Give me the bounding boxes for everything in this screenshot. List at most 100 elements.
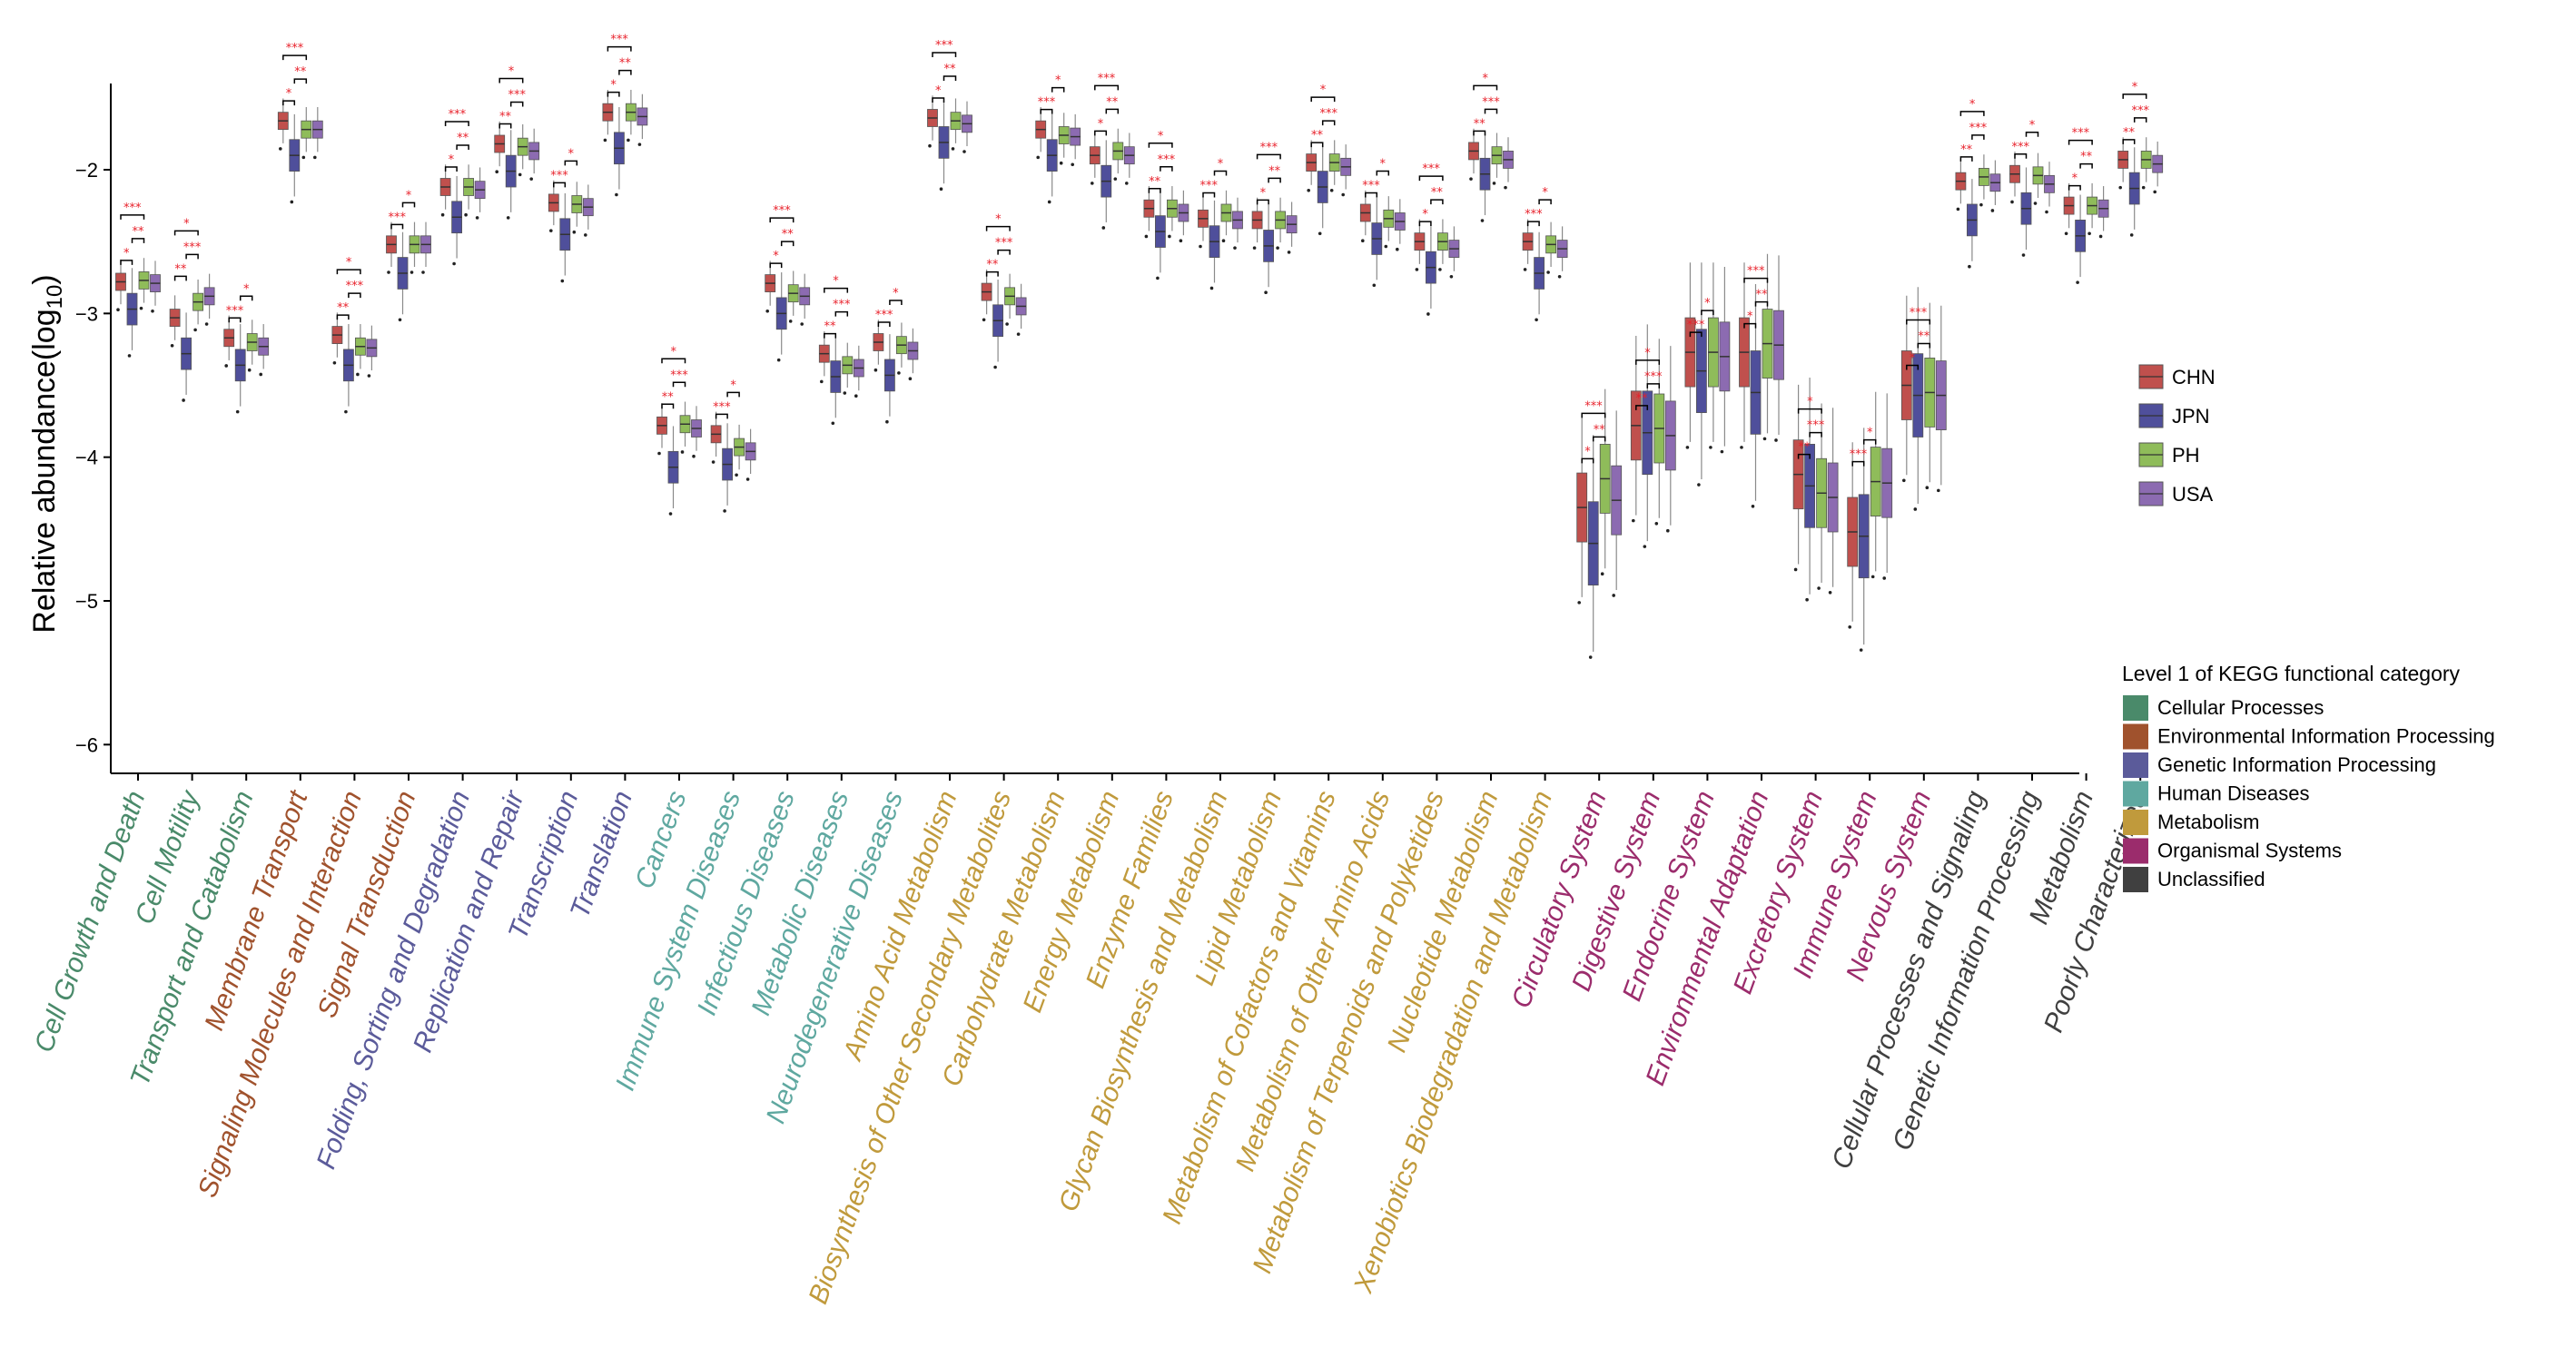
significance-stars: * [730,379,736,392]
box-CHN [277,98,289,151]
significance-bracket [336,314,350,320]
box-USA [1070,113,1081,167]
significance-stars: *** [1362,180,1380,193]
significance-bracket [834,310,849,317]
outlier-point [2033,202,2038,205]
significance-stars: * [1704,297,1711,310]
legend-level1-swatch [2123,752,2148,778]
outlier-point [1480,219,1485,222]
significance-bracket [120,260,133,265]
y-axis-label: Relative abundance(log10) [27,274,67,633]
outlier-point [1492,182,1496,185]
outlier-point [668,512,673,516]
significance-bracket [726,391,740,398]
box-CHN [1900,295,1912,483]
significance-bracket [564,160,578,166]
outlier-point [873,368,878,372]
box-USA [962,101,972,153]
outlier-point [1101,226,1106,230]
significance-stars: *** [183,241,202,254]
box-PH [1004,273,1015,326]
significance-stars: ** [944,63,957,76]
outlier-point [1233,246,1237,250]
significance-bracket [390,223,404,230]
outlier-point [1720,449,1724,454]
outlier-point [1071,162,1074,167]
outlier-point [584,233,587,237]
significance-stars: * [2132,81,2138,94]
outlier-point [259,372,263,377]
outlier-point [529,177,533,181]
box-USA [1503,137,1514,190]
significance-bracket [553,182,567,188]
box-PH [1220,190,1232,243]
box-PH [1978,154,1989,207]
outlier-point [2076,280,2079,284]
significance-stars: *** [1687,319,1705,332]
significance-bracket [1094,130,1108,136]
outlier-point [680,450,685,454]
significance-stars: * [1584,445,1591,458]
significance-bracket [1202,192,1216,198]
outlier-point [1535,318,1538,322]
significance-stars: ** [619,57,632,71]
y-tick-label: −4 [75,447,98,469]
y-axis-close: ) [27,274,62,284]
significance-bracket [943,75,957,81]
box-CHN [223,315,235,368]
legend-series-label: USA [2172,483,2214,506]
legend-level1-label: Organismal Systems [2157,840,2342,862]
significance-bracket [1310,142,1324,148]
outlier-point [939,187,943,191]
significance-stars: *** [226,304,244,318]
significance-stars: * [1158,130,1164,143]
outlier-point [464,212,468,217]
significance-stars: *** [1319,107,1337,121]
box-USA [2044,162,2055,214]
box-PH [950,98,962,151]
outlier-point [151,309,154,313]
significance-stars: *** [670,369,688,382]
significance-bracket [889,300,903,305]
box-JPN [938,101,950,191]
box-PH [734,424,745,477]
significance-bracket [444,166,458,172]
significance-marks: ************************************** **… [120,34,2149,467]
significance-bracket [1581,457,1594,464]
box-CHN [169,295,181,348]
outlier-point [2118,185,2122,190]
box-USA [1611,410,1623,597]
outlier-point [820,379,824,384]
box-USA [203,273,215,326]
significance-bracket [1538,199,1552,205]
outlier-point [854,394,858,398]
outlier-point [224,364,228,368]
box-USA [907,328,919,381]
outlier-point [1751,505,1755,508]
box-CHN [1251,197,1263,250]
box-PH [1545,221,1556,274]
box-USA [1178,190,1189,243]
outlier-point [127,354,132,358]
boxes [115,89,2164,659]
box-CHN [1359,190,1371,243]
outlier-point [1329,188,1334,192]
significance-stars: * [773,250,779,263]
outlier-point [885,419,889,424]
significance-stars: ** [2123,126,2136,140]
legend-level1-label: Environmental Information Processing [2157,725,2495,748]
significance-stars: * [243,282,250,296]
outlier-point [1179,239,1183,243]
outlier-point [475,216,479,220]
significance-bracket [2122,139,2136,144]
box-JPN [775,272,787,362]
outlier-point [951,147,955,151]
box-CHN [2117,137,2129,190]
outlier-point [2129,233,2134,237]
outlier-point [1523,268,1527,271]
box-CHN [927,95,938,148]
outlier-point [928,143,932,148]
significance-stars: *** [1098,72,1116,85]
outlier-point [1990,209,1995,212]
legend-level1-label: Cellular Processes [2157,696,2324,719]
